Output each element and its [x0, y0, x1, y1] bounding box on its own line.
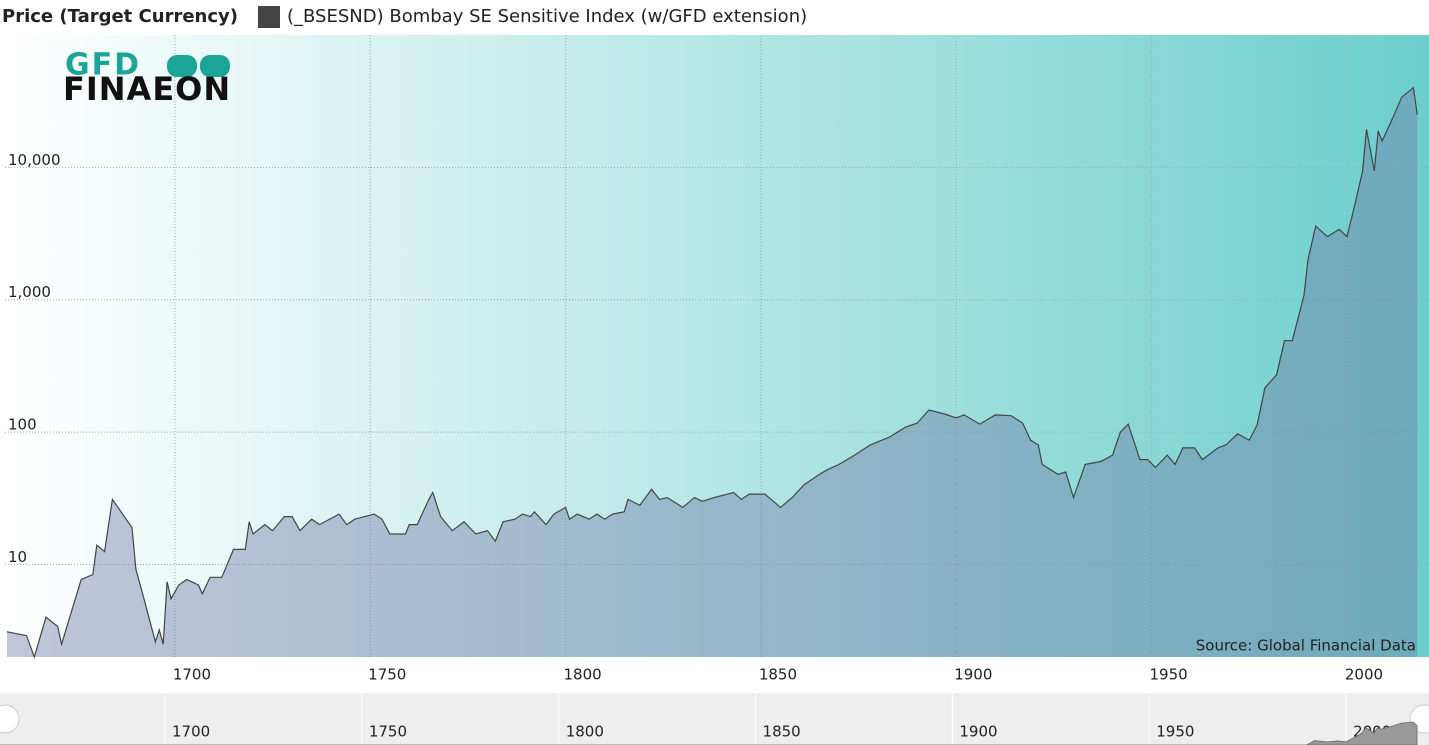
area-fill: [7, 87, 1418, 657]
logo-leaf: [167, 55, 197, 77]
navigator-label: 1800: [566, 723, 604, 741]
legend-title: Price (Target Currency): [2, 6, 238, 27]
navigator-label: 1750: [369, 723, 407, 741]
navigator-label: 1850: [763, 723, 801, 741]
navigator-label: 1900: [959, 723, 997, 741]
logo-top: GFD: [65, 48, 141, 83]
x-tick-label: 1750: [368, 666, 406, 684]
y-tick-label: 1,000: [8, 283, 51, 301]
x-tick-label: 1900: [954, 666, 992, 684]
y-tick-label: 10,000: [8, 151, 61, 169]
navigator-label: 1700: [172, 723, 210, 741]
logo-bottom: FINAEON: [63, 70, 231, 108]
x-tick-label: 2000: [1345, 666, 1383, 684]
legend-label[interactable]: (_BSESND) Bombay SE Sensitive Index (w/G…: [287, 6, 807, 27]
navigator: [0, 693, 1429, 745]
logo-leaf: [200, 55, 230, 77]
y-tick-label: 10: [8, 548, 27, 566]
x-tick-label: 1700: [173, 666, 211, 684]
plot-background: [5, 35, 1429, 657]
source-note: Source: Global Financial Data: [1196, 637, 1416, 655]
x-tick-label: 1800: [564, 666, 602, 684]
legend-swatch[interactable]: [258, 6, 280, 28]
x-tick-label: 1950: [1150, 666, 1188, 684]
navigator-label: 1950: [1156, 723, 1194, 741]
series-line: [6, 86, 1418, 659]
x-tick-label: 1850: [759, 666, 797, 684]
y-tick-label: 100: [8, 416, 37, 434]
navigator-handle[interactable]: [0, 704, 20, 734]
